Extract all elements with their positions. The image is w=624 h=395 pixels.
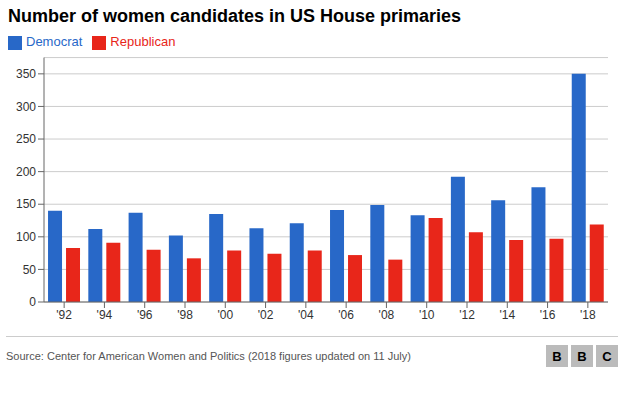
svg-text:150: 150 bbox=[16, 197, 36, 211]
svg-text:'06: '06 bbox=[338, 308, 354, 322]
svg-text:250: 250 bbox=[16, 132, 36, 146]
svg-text:200: 200 bbox=[16, 165, 36, 179]
svg-text:350: 350 bbox=[16, 67, 36, 81]
svg-text:300: 300 bbox=[16, 100, 36, 114]
svg-text:'08: '08 bbox=[379, 308, 395, 322]
svg-text:'04: '04 bbox=[298, 308, 314, 322]
svg-text:'96: '96 bbox=[137, 308, 153, 322]
svg-text:0: 0 bbox=[29, 295, 36, 309]
svg-text:'12: '12 bbox=[459, 308, 475, 322]
svg-text:'14: '14 bbox=[499, 308, 515, 322]
html-text:Republican: Republican bbox=[110, 34, 176, 49]
html-text:Source: Center for American Wo: Source: Center for American Women and Po… bbox=[6, 350, 411, 362]
svg-text:'98: '98 bbox=[177, 308, 193, 322]
html-text:Democrat: Democrat bbox=[26, 34, 83, 49]
svg-text:'92: '92 bbox=[56, 308, 72, 322]
svg-text:'18: '18 bbox=[580, 308, 596, 322]
html-text:B: B bbox=[552, 348, 562, 364]
html-text:B: B bbox=[577, 348, 587, 364]
svg-text:'10: '10 bbox=[419, 308, 435, 322]
svg-text:100: 100 bbox=[16, 230, 36, 244]
svg-text:'16: '16 bbox=[540, 308, 556, 322]
svg-text:'02: '02 bbox=[258, 308, 274, 322]
svg-text:'94: '94 bbox=[97, 308, 113, 322]
html-text:Number of women candidates in: Number of women candidates in US House p… bbox=[8, 6, 462, 26]
svg-text:'00: '00 bbox=[217, 308, 233, 322]
html-text:C: C bbox=[602, 348, 612, 364]
svg-text:50: 50 bbox=[23, 263, 37, 277]
